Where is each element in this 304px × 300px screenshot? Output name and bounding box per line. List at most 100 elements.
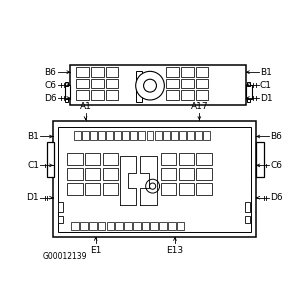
Bar	[74, 131, 81, 140]
Bar	[116, 222, 123, 230]
Bar	[178, 168, 194, 180]
Bar	[91, 79, 104, 88]
Bar	[76, 67, 89, 77]
Bar	[203, 131, 210, 140]
Bar	[181, 90, 194, 100]
Bar	[166, 79, 179, 88]
Circle shape	[136, 71, 164, 100]
Bar	[47, 142, 54, 177]
Bar	[245, 202, 250, 212]
Bar	[155, 131, 161, 140]
Bar	[103, 153, 118, 165]
Bar	[196, 183, 212, 195]
Text: E13: E13	[166, 246, 184, 255]
Bar	[245, 216, 250, 223]
Bar	[195, 131, 202, 140]
Bar	[98, 131, 105, 140]
Text: C6: C6	[270, 161, 282, 170]
Bar	[122, 131, 129, 140]
Bar	[196, 90, 209, 100]
Bar	[106, 131, 113, 140]
Bar	[53, 122, 256, 237]
Bar	[71, 222, 79, 230]
Bar	[70, 65, 246, 105]
Bar	[67, 183, 83, 195]
Bar	[103, 183, 118, 195]
Text: E1: E1	[90, 246, 101, 255]
Bar	[181, 67, 194, 77]
Bar	[89, 222, 97, 230]
Bar	[177, 222, 185, 230]
Bar	[196, 67, 209, 77]
Bar	[67, 153, 83, 165]
Text: D1: D1	[260, 94, 272, 103]
Text: D6: D6	[44, 94, 57, 103]
Bar	[91, 67, 104, 77]
Text: C1: C1	[27, 161, 39, 170]
Text: B6: B6	[270, 132, 282, 141]
Text: B1: B1	[260, 68, 272, 77]
Bar	[166, 67, 179, 77]
Bar	[85, 183, 101, 195]
Bar	[181, 79, 194, 88]
Bar	[91, 90, 104, 100]
Text: B6: B6	[45, 68, 57, 77]
Bar	[90, 131, 97, 140]
Text: A1: A1	[80, 102, 92, 111]
Text: D1: D1	[26, 193, 39, 202]
Text: B1: B1	[27, 132, 39, 141]
Bar	[85, 168, 101, 180]
Bar	[106, 67, 118, 77]
Bar	[136, 70, 142, 102]
Text: C6: C6	[44, 81, 57, 90]
Bar	[166, 90, 179, 100]
Bar	[256, 142, 264, 177]
Circle shape	[143, 79, 157, 92]
Bar	[171, 131, 178, 140]
Bar	[107, 222, 114, 230]
Bar	[196, 153, 212, 165]
Bar	[247, 99, 250, 102]
Bar	[106, 79, 118, 88]
Bar	[161, 168, 176, 180]
Bar	[58, 202, 63, 212]
Bar	[58, 127, 251, 232]
Bar	[196, 79, 209, 88]
Bar	[179, 131, 186, 140]
Bar	[103, 168, 118, 180]
Bar	[187, 131, 194, 140]
Text: C1: C1	[260, 81, 272, 90]
Bar	[124, 222, 132, 230]
Bar	[76, 90, 89, 100]
Circle shape	[150, 183, 156, 189]
Bar	[85, 153, 101, 165]
Bar	[80, 222, 88, 230]
Bar	[246, 85, 252, 99]
Bar	[247, 82, 250, 85]
Bar	[150, 222, 158, 230]
Bar	[130, 131, 137, 140]
Bar	[82, 131, 89, 140]
Bar	[142, 222, 149, 230]
Circle shape	[146, 179, 160, 193]
Bar	[65, 99, 68, 102]
Bar	[196, 168, 212, 180]
Text: D6: D6	[270, 193, 283, 202]
Bar	[76, 79, 89, 88]
Bar	[147, 131, 154, 140]
Bar	[161, 183, 176, 195]
Bar	[58, 216, 63, 223]
Bar	[67, 168, 83, 180]
Bar	[98, 222, 105, 230]
Bar	[178, 153, 194, 165]
Bar	[159, 222, 167, 230]
Bar	[64, 85, 70, 99]
Bar	[106, 90, 118, 100]
Text: G00012139: G00012139	[43, 252, 87, 261]
Bar	[178, 183, 194, 195]
Bar	[114, 131, 121, 140]
Bar	[139, 131, 145, 140]
Bar	[163, 131, 170, 140]
Text: A17: A17	[191, 102, 208, 111]
Bar	[161, 153, 176, 165]
